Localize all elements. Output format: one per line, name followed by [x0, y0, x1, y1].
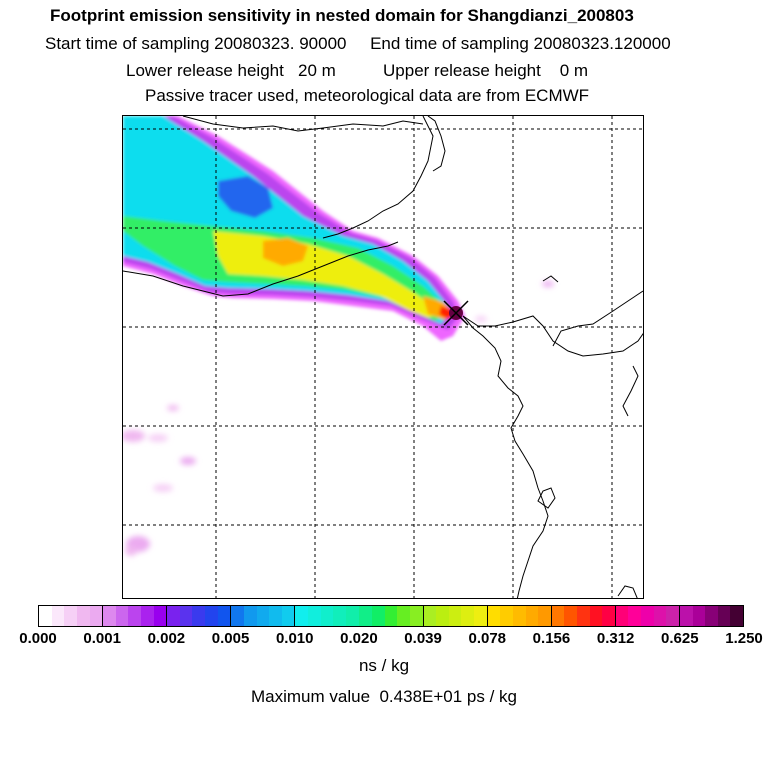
colorbar-segment: [179, 606, 193, 626]
colorbar-segment: [308, 606, 321, 626]
colorbar-segment: [205, 606, 218, 626]
colorbar-segment: [436, 606, 449, 626]
colorbar-tick-label: 1.250: [725, 630, 763, 647]
colorbar-group: [231, 606, 296, 626]
colorbar-tick-label: 0.001: [83, 630, 121, 647]
colorbar-group: [103, 606, 168, 626]
colorbar-group: [615, 606, 680, 626]
colorbar-segment: [89, 606, 103, 626]
colorbar-group: [487, 606, 552, 626]
colorbar: [38, 605, 744, 627]
colorbar-tick-label: 0.002: [147, 630, 186, 647]
colorbar-segment: [281, 606, 295, 626]
colorbar-group: [39, 606, 104, 626]
colorbar-segment: [153, 606, 167, 626]
colorbar-group: [167, 606, 232, 626]
grid-lines: [123, 116, 643, 598]
colorbar-segment: [564, 606, 577, 626]
colorbar-units: ns / kg: [358, 656, 410, 675]
colorbar-segment: [512, 606, 526, 626]
colorbar-segment: [345, 606, 359, 626]
colorbar-tick-label: 0.156: [532, 630, 571, 647]
colorbar-segment: [397, 606, 410, 626]
colorbar-segment: [615, 606, 629, 626]
colorbar-group: [359, 606, 424, 626]
plume-blue-patch: [218, 176, 273, 218]
colorbar-segment: [641, 606, 654, 626]
colorbar-segment: [64, 606, 77, 626]
colorbar-segment: [679, 606, 693, 626]
colorbar-segment: [717, 606, 731, 626]
colorbar-segment: [409, 606, 423, 626]
coastlines: [123, 116, 643, 598]
colorbar-segment: [525, 606, 539, 626]
colorbar-segment: [231, 606, 244, 626]
colorbar-segment: [666, 606, 679, 626]
sampling-times: Start time of sampling 20080323. 90000 E…: [45, 34, 671, 53]
colorbar-segment: [333, 606, 346, 626]
colorbar-segment: [39, 606, 52, 626]
colorbar-segment: [320, 606, 334, 626]
colorbar-segment: [538, 606, 551, 626]
receptor-marker: [443, 300, 469, 326]
colorbar-group: [423, 606, 488, 626]
colorbar-segment: [76, 606, 90, 626]
colorbar-tick-label: 0.010: [275, 630, 314, 647]
plume-orange: [263, 238, 308, 266]
colorbar-segment: [269, 606, 282, 626]
release-heights: Lower release height 20 m Upper release …: [126, 61, 589, 80]
tracer-info: Passive tracer used, meteorological data…: [145, 86, 590, 105]
colorbar-segment: [372, 606, 385, 626]
colorbar-segment: [461, 606, 475, 626]
colorbar-segment: [653, 606, 667, 626]
colorbar-segment: [115, 606, 129, 626]
colorbar-tick-label: 0.020: [340, 630, 378, 647]
colorbar-segment: [217, 606, 231, 626]
plot-title: Footprint emission sensitivity in nested…: [50, 6, 634, 25]
colorbar-group: [679, 606, 744, 626]
colorbar-segment: [628, 606, 642, 626]
colorbar-segment: [359, 606, 373, 626]
colorbar-segment: [692, 606, 706, 626]
colorbar-segment: [103, 606, 116, 626]
footprint-map: [123, 116, 643, 598]
colorbar-segment: [423, 606, 437, 626]
colorbar-segment: [730, 606, 744, 626]
colorbar-tick-label: 0.312: [596, 630, 635, 647]
colorbar-segment: [487, 606, 501, 626]
colorbar-segment: [256, 606, 270, 626]
colorbar-segment: [295, 606, 308, 626]
colorbar-tick-label: 0.625: [661, 630, 699, 647]
map-panel: [122, 115, 644, 599]
plume: [123, 116, 465, 341]
colorbar-segment: [589, 606, 603, 626]
colorbar-segment: [577, 606, 590, 626]
colorbar-segment: [500, 606, 513, 626]
colorbar-ticks: 0.000 0.001 0.002 0.005 0.010 0.020 0.039 0.078…: [0, 630, 768, 650]
colorbar-segment: [551, 606, 565, 626]
colorbar-group: [295, 606, 360, 626]
colorbar-segment: [192, 606, 206, 626]
colorbar-tick-label: 0.005: [211, 630, 250, 647]
colorbar-tick-label: 0.039: [404, 630, 442, 647]
colorbar-segment: [167, 606, 180, 626]
colorbar-segment: [474, 606, 487, 626]
colorbar-segment: [602, 606, 615, 626]
colorbar-group: [551, 606, 616, 626]
colorbar-segment: [705, 606, 718, 626]
colorbar-segment: [448, 606, 462, 626]
colorbar-segment: [140, 606, 154, 626]
low-value-spots: [123, 281, 554, 556]
colorbar-segment: [51, 606, 65, 626]
colorbar-segment: [243, 606, 257, 626]
colorbar-tick-label: 0.000: [19, 630, 57, 647]
maximum-value: Maximum value 0.438E+01 ps / kg: [251, 687, 517, 706]
colorbar-tick-label: 0.078: [468, 630, 507, 647]
colorbar-segment: [128, 606, 141, 626]
colorbar-segment: [384, 606, 398, 626]
